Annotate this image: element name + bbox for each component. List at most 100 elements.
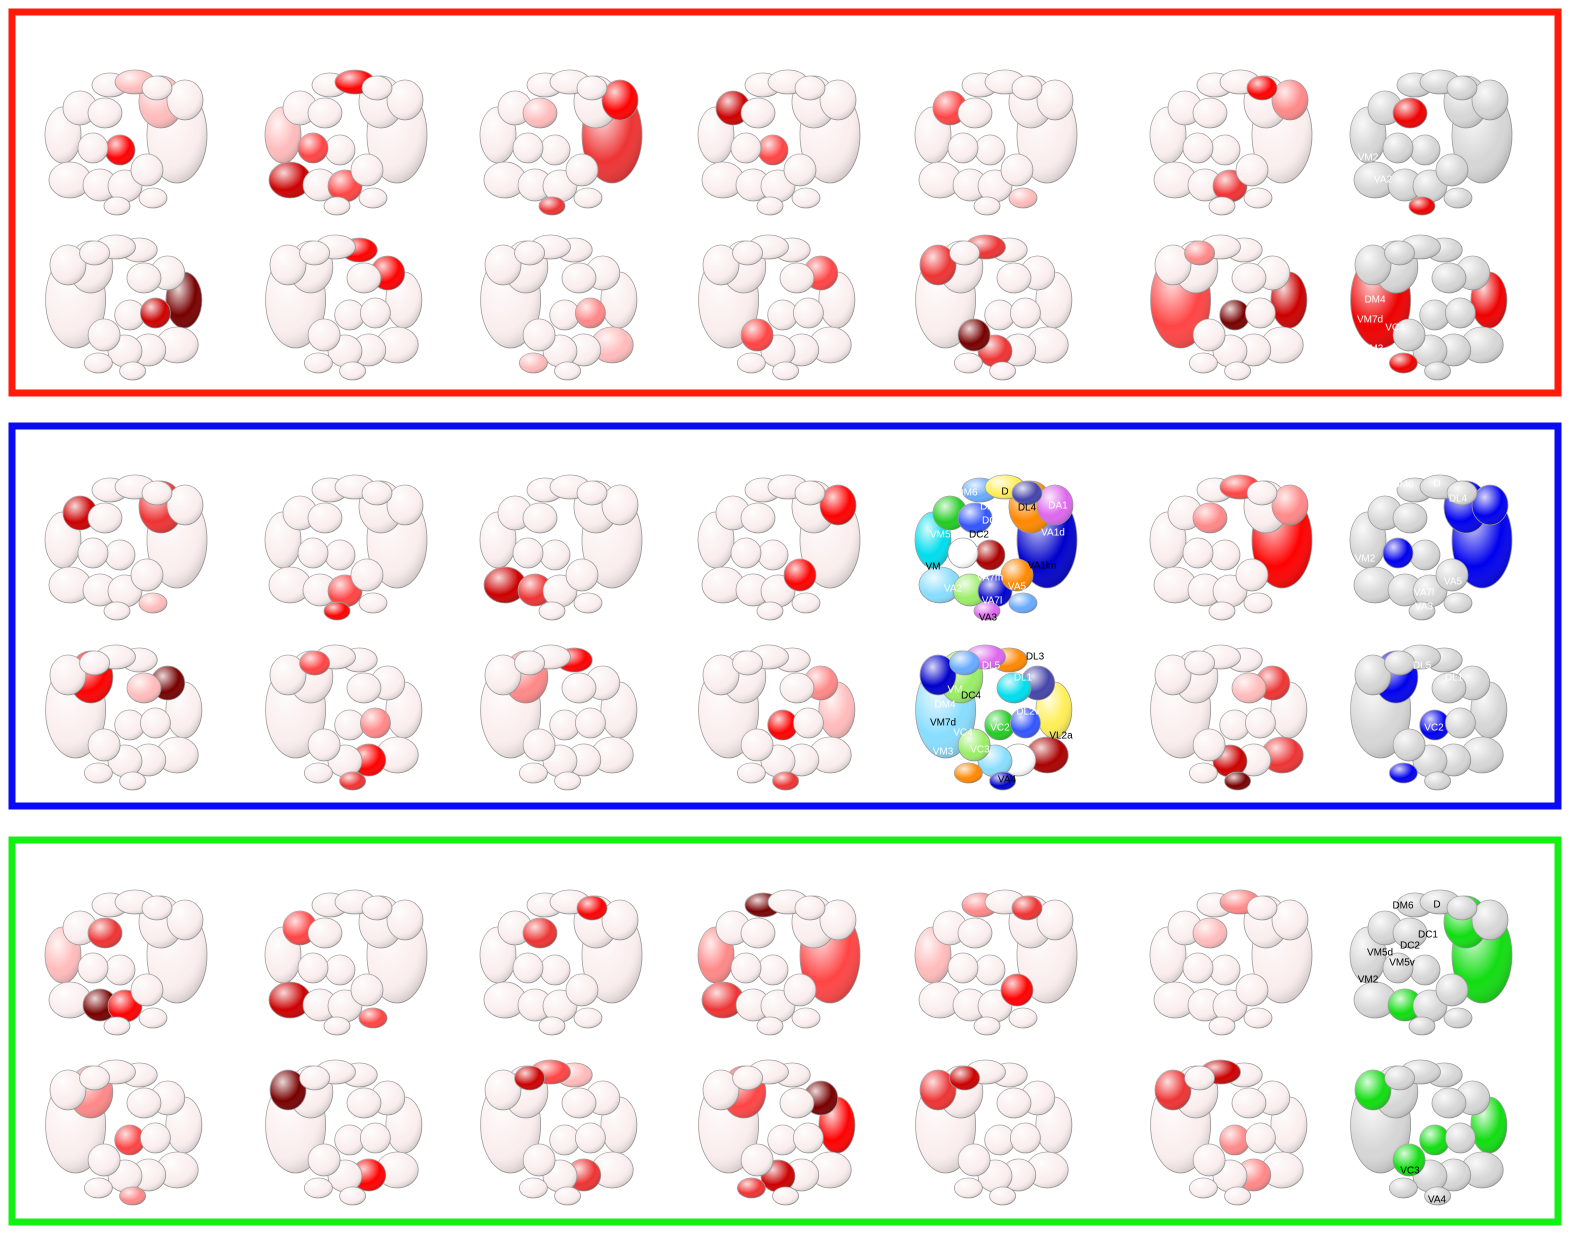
glomerulus-shade (736, 169, 770, 201)
glomerulus-label: VM3 (1363, 344, 1384, 355)
glomerulus-shade (1184, 1066, 1215, 1090)
brain (1350, 234, 1508, 381)
glomerulus-shade (105, 135, 135, 165)
glomerulus-shade (50, 655, 86, 695)
glomerulus-shade (732, 241, 763, 265)
glomerulus-shade (549, 300, 580, 330)
glomerulus-label: VA5 (1444, 577, 1463, 588)
glomerulus-shade (1445, 1123, 1476, 1153)
glomerulus-shade (1037, 900, 1073, 940)
panel-border (8, 836, 1562, 1226)
glomerulus-shade (127, 673, 161, 703)
glomerulus-shade (1188, 989, 1222, 1021)
glomerulus-shade (518, 574, 552, 606)
glomerulus-shade (167, 80, 203, 120)
glomerulus-label: DM6 (1392, 480, 1414, 491)
glomerulus-shade (1432, 263, 1466, 293)
glomerulus-shade (142, 481, 172, 505)
glomerulus-shade (1472, 485, 1508, 525)
brain (1350, 644, 1508, 791)
glomerulus-shade (958, 319, 991, 351)
glomerulus-label: DL2v (1016, 707, 1039, 718)
brain (914, 69, 1078, 216)
glomerulus-shade (1272, 900, 1308, 940)
glomerulus-shade (339, 362, 366, 380)
glomerulus-shade (1388, 169, 1422, 201)
glomerulus-shade (741, 1144, 774, 1176)
glomerulus-shade (953, 989, 987, 1021)
glomerulus-shade (518, 989, 552, 1021)
glomerulus-shade (1009, 188, 1037, 208)
glomerulus-label: VA7l (982, 596, 1002, 607)
glomerulus-shade (1244, 1008, 1272, 1028)
glomerulus-label: VM7d (930, 718, 956, 729)
glomerulus-shade (131, 559, 163, 591)
glomerulus-shade (78, 538, 108, 568)
glomerulus-shade (1026, 737, 1069, 773)
glomerulus-shade (984, 710, 1015, 740)
glomerulus-shade (1154, 162, 1196, 198)
glomerulus-shade (270, 245, 306, 285)
glomerulus-shade (1447, 76, 1477, 100)
glomerulus-shade (304, 763, 333, 783)
glomerulus-shade (1247, 896, 1277, 920)
glomerulus-shade (303, 574, 337, 606)
brain (697, 69, 861, 216)
brain (698, 644, 856, 791)
glomerulus-shade (1444, 188, 1472, 208)
glomerulus-shade (1193, 729, 1226, 761)
glomerulus-label: DM6 (956, 488, 978, 499)
glomerulus-shade (1193, 503, 1227, 533)
glomerulus-shade (1383, 953, 1413, 983)
glomerulus-shade (975, 540, 1005, 570)
glomerulus-shade (820, 80, 856, 120)
glomerulus-label: DL1 (1014, 673, 1033, 684)
glomerulus-shade (308, 503, 342, 533)
glomerulus-label: VC2 (990, 723, 1010, 734)
glomerulus-shade (140, 298, 171, 328)
brain (265, 1059, 423, 1206)
glomerulus-shade (308, 319, 341, 351)
glomerulus-shade (591, 1152, 634, 1188)
glomerulus-shade (989, 362, 1016, 380)
glomerulus-shade (119, 362, 146, 380)
glomerulus-shade (954, 1178, 983, 1198)
glomerulus-label: VM5v (1389, 958, 1415, 969)
glomerulus-shade (269, 982, 311, 1018)
glomerulus-shade (1245, 708, 1276, 738)
glomerulus-shade (298, 538, 328, 568)
panel-border (8, 422, 1562, 810)
brain (1150, 644, 1308, 791)
glomerulus-shade (308, 918, 342, 948)
glomerulus-shade (308, 729, 341, 761)
glomerulus-shade (757, 197, 783, 215)
glomerulus-shade (793, 708, 824, 738)
glomerulus-shade (1009, 1008, 1037, 1028)
glomerulus-label: DL4 (1449, 494, 1468, 505)
glomerulus-shade (1012, 76, 1042, 100)
glomerulus-label: VM5d (930, 530, 956, 541)
glomerulus-shade (351, 154, 383, 186)
glomerulus-shade (958, 1144, 991, 1176)
glomerulus-shade (549, 710, 580, 740)
glomerulus-shade (1189, 1178, 1218, 1198)
glomerulus-shade (360, 1123, 391, 1153)
brain (264, 889, 428, 1036)
glomerulus-shade (325, 540, 355, 570)
glomerulus-shade (351, 974, 383, 1006)
glomerulus-shade (577, 76, 607, 100)
glomerulus-shade (105, 540, 135, 570)
glomerulus-shade (1384, 651, 1415, 675)
brain (480, 644, 638, 791)
glomerulus-shade (139, 1008, 167, 1028)
glomerulus-shade (1219, 710, 1250, 740)
glomerulus-shade (554, 362, 581, 380)
glomerulus-shade (954, 763, 983, 783)
glomerulus-shade (299, 651, 330, 675)
glomerulus-shade (156, 737, 199, 773)
brain-renders (44, 69, 1513, 1206)
glomerulus-shade (1154, 982, 1196, 1018)
glomerulus-shade (591, 327, 634, 363)
glomerulus-shade (334, 1125, 365, 1155)
